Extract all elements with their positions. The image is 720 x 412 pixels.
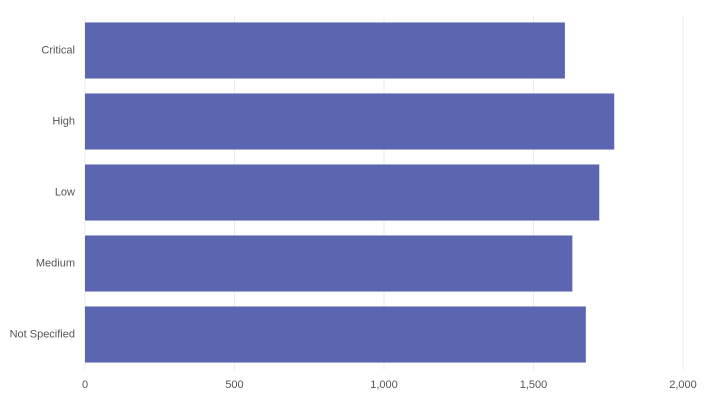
x-tick-label: 0 (82, 379, 88, 391)
bar (85, 235, 573, 292)
y-tick-label: Critical (41, 44, 75, 56)
x-tick-label: 500 (225, 379, 243, 391)
bar (85, 164, 600, 221)
bar (85, 306, 586, 363)
bar (85, 22, 565, 79)
x-tick-label: 2,000 (669, 379, 697, 391)
y-tick-label: Medium (36, 257, 75, 269)
bar (85, 93, 615, 150)
x-tick-label: 1,000 (370, 379, 398, 391)
y-tick-label: High (52, 115, 75, 127)
y-tick-label: Not Specified (10, 328, 75, 340)
x-tick-label: 1,500 (520, 379, 548, 391)
y-tick-label: Low (55, 186, 75, 198)
